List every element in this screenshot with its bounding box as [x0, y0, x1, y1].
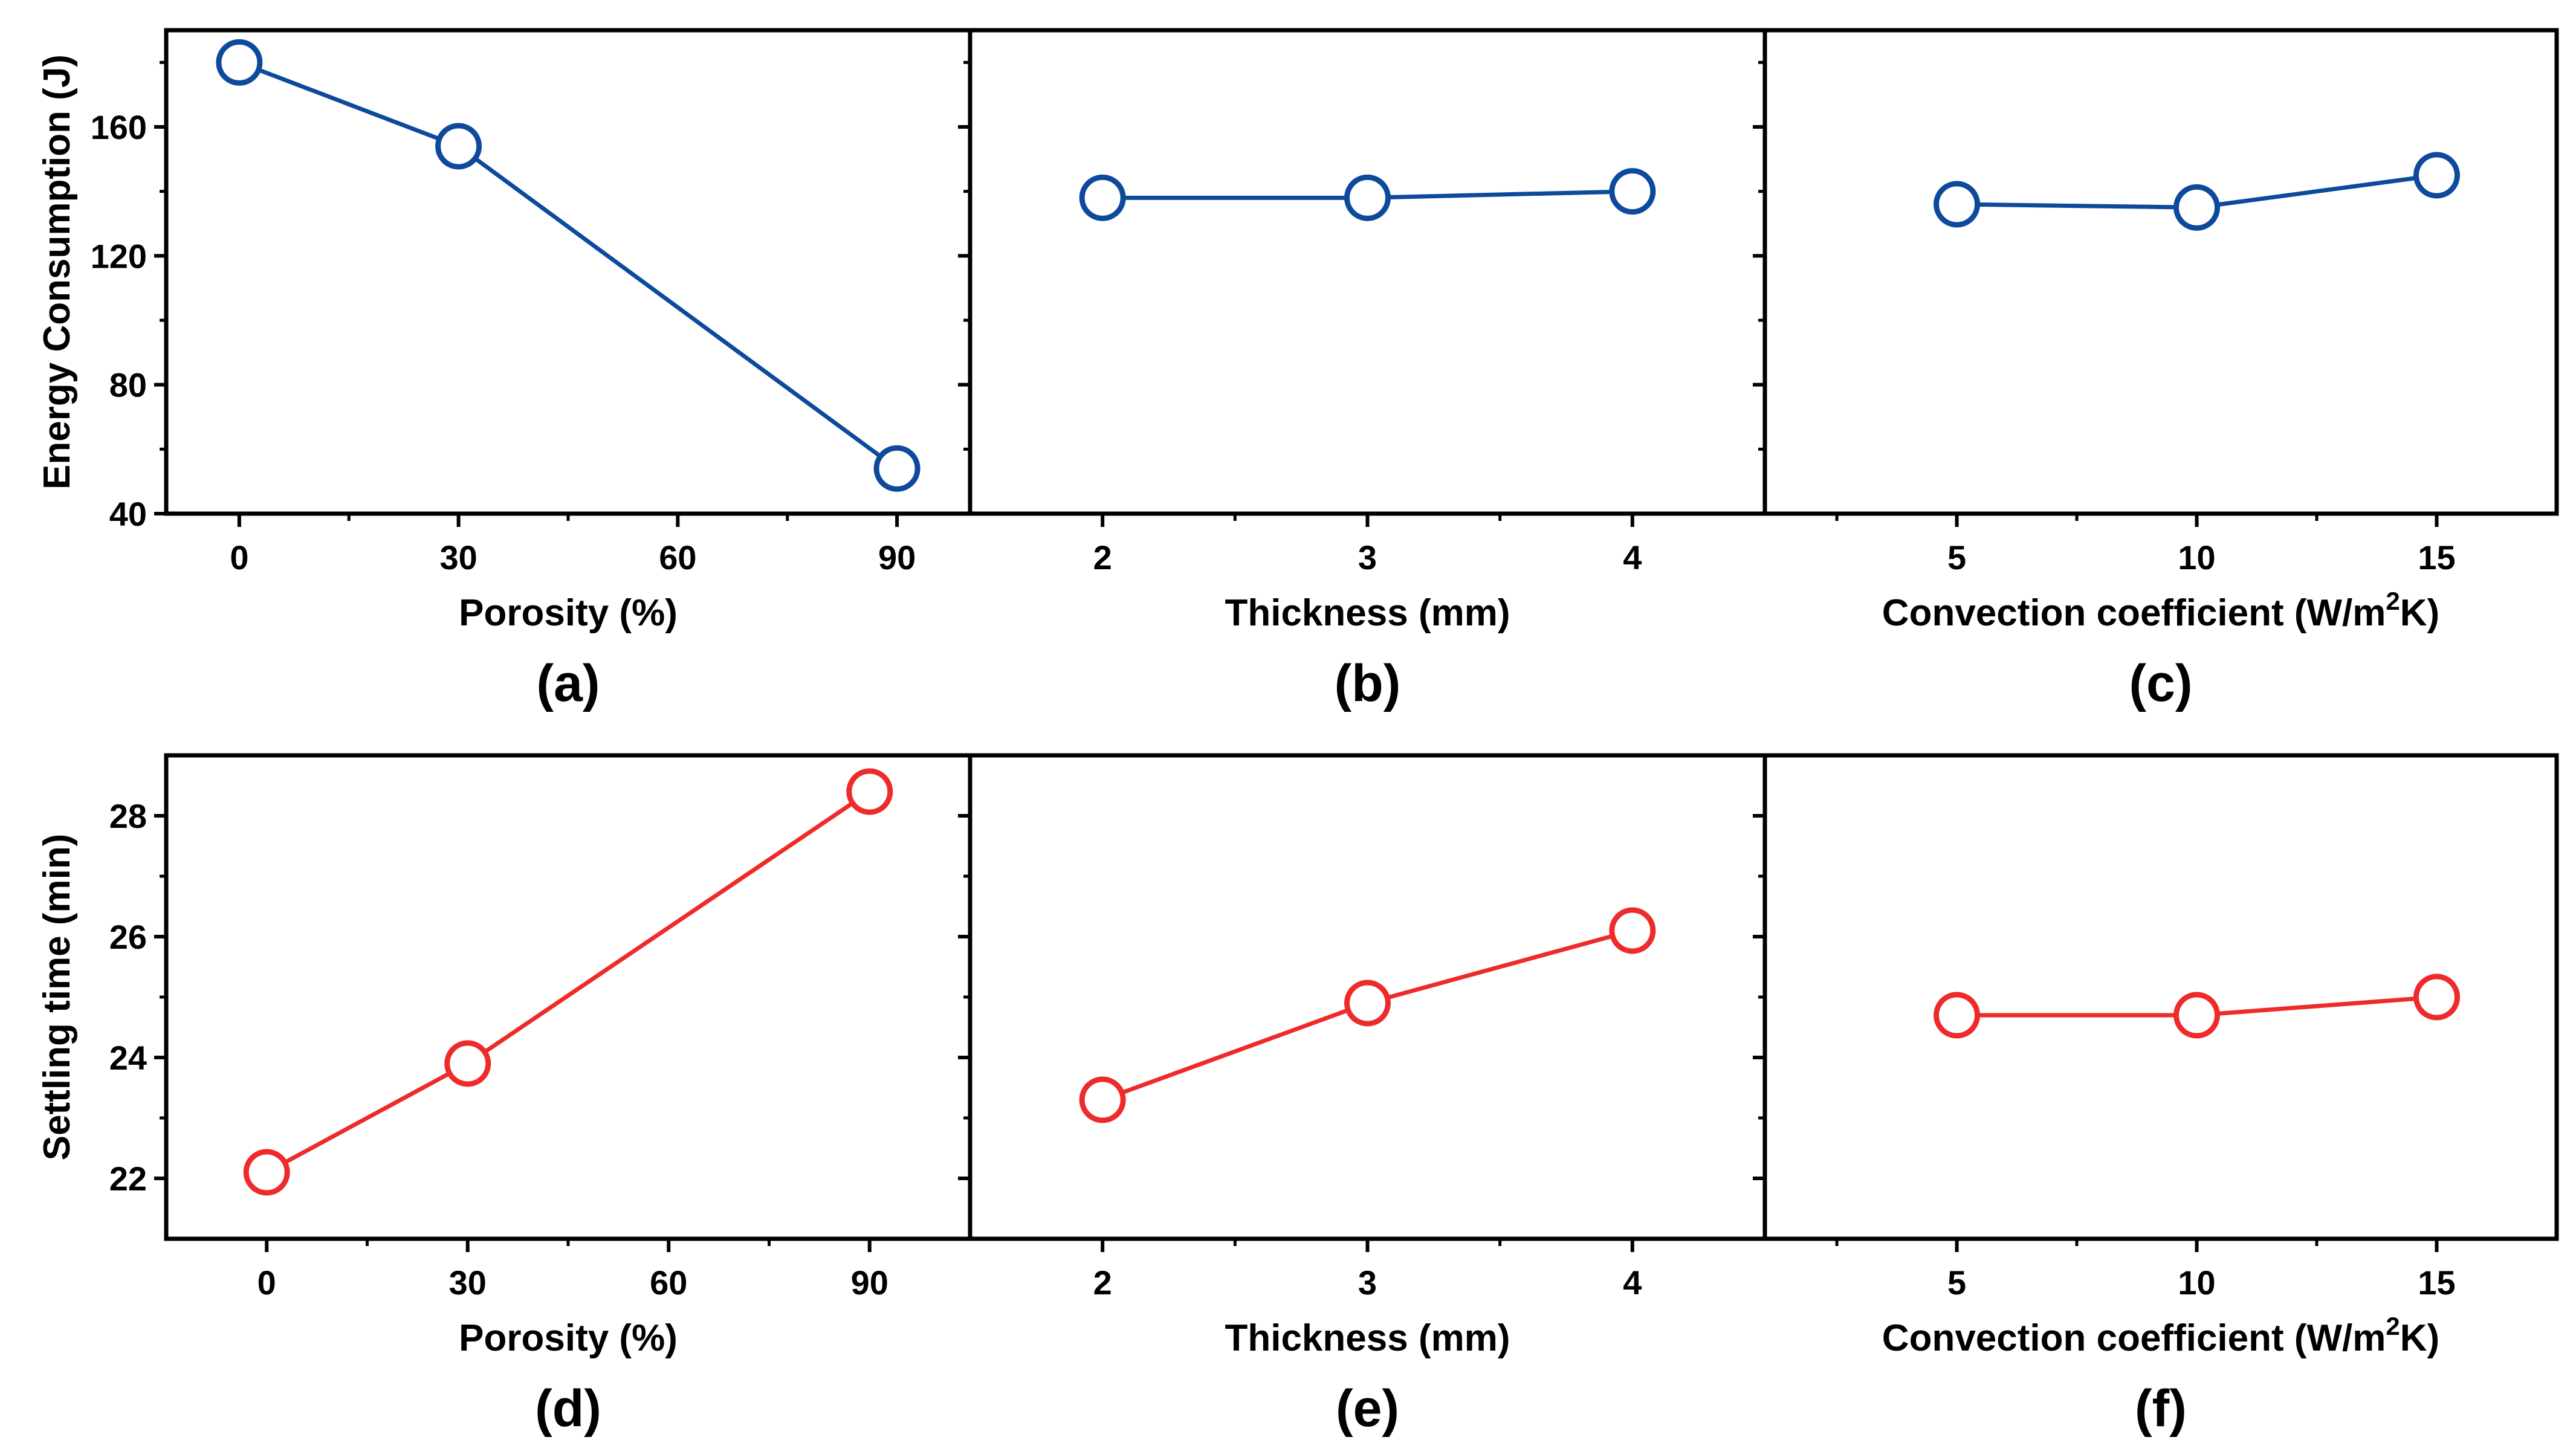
x-axis-label: Porosity (%) — [459, 1317, 678, 1359]
x-tick-label: 30 — [449, 1264, 487, 1302]
x-axis-label-text: Porosity (%) — [459, 592, 678, 634]
panel-label: (d) — [535, 1380, 601, 1438]
panel-f: 5 10 15 Convection coefficient (W/m2K) (f) — [1753, 753, 2559, 1438]
x-tick-label: 60 — [650, 1264, 687, 1302]
panel-label: (b) — [1335, 654, 1401, 712]
x-tick-label: 5 — [1947, 1264, 1966, 1302]
data-point — [1344, 174, 1391, 221]
data-point — [435, 123, 482, 170]
x-tick-label: 90 — [878, 538, 916, 576]
y-tick-label: 28 — [109, 797, 147, 835]
panel-label: (f) — [2135, 1380, 2187, 1438]
plot-frame — [968, 28, 1767, 516]
x-axis-label: Thickness (mm) — [1225, 1317, 1510, 1359]
data-point — [216, 39, 263, 86]
data-point — [846, 768, 893, 815]
x-tick-label: 60 — [659, 538, 696, 576]
data-point — [1079, 1076, 1126, 1123]
x-axis-label: Convection coefficient (W/m2K) — [1882, 1312, 2439, 1359]
x-tick-label: 0 — [257, 1264, 276, 1302]
series-line — [238, 60, 899, 471]
x-axis-label-text: Convection coefficient (W/m — [1882, 1317, 2386, 1359]
y-tick-label: 24 — [109, 1039, 147, 1077]
data-point — [1934, 992, 1981, 1039]
panel-label: (e) — [1336, 1380, 1399, 1438]
data-point — [2173, 184, 2221, 231]
y-tick-label: 120 — [91, 237, 147, 275]
x-axis-label: Convection coefficient (W/m2K) — [1882, 587, 2439, 634]
x-tick-label: 3 — [1358, 538, 1377, 576]
data-point — [243, 1149, 290, 1196]
panel-label: (c) — [2129, 654, 2192, 712]
panel-d: 0 30 60 90 22 24 26 28 Settling time (min) Porosi… — [36, 753, 972, 1438]
panel-a: 0 30 60 90 40 80 120 160 Energy Consumption (J) P… — [36, 28, 972, 712]
y-axis-label: Settling time (min) — [36, 834, 78, 1161]
panel-c: 5 10 15 Convection coefficient (W/m2K) (c) — [1753, 28, 2559, 712]
x-axis-label-text: Thickness (mm) — [1225, 592, 1510, 634]
x-axis-label-text: Convection coefficient (W/m — [1882, 592, 2386, 634]
data-point — [444, 1040, 491, 1087]
x-tick-label: 15 — [2418, 1264, 2455, 1302]
data-point — [1079, 174, 1126, 221]
data-point — [1609, 168, 1656, 215]
data-point — [873, 445, 921, 492]
x-tick-label: 15 — [2418, 538, 2455, 576]
x-axis-label-superscript: 2 — [2386, 1312, 2400, 1340]
panel-label: (a) — [536, 654, 600, 712]
x-tick-label: 2 — [1093, 1264, 1112, 1302]
y-tick-label: 40 — [109, 495, 147, 533]
x-tick-label: 4 — [1623, 538, 1642, 576]
data-point — [1934, 181, 1981, 228]
plot-frame — [1762, 28, 2559, 516]
x-tick-label: 3 — [1358, 1264, 1377, 1302]
x-tick-label: 2 — [1093, 538, 1112, 576]
y-tick-label: 26 — [109, 918, 147, 956]
x-axis-label: Thickness (mm) — [1225, 592, 1510, 634]
data-point — [2413, 152, 2461, 199]
data-point — [1609, 907, 1656, 954]
x-axis-label-end: K) — [2400, 592, 2439, 634]
data-point — [2173, 992, 2221, 1039]
x-tick-label: 90 — [851, 1264, 888, 1302]
y-tick-label: 22 — [109, 1160, 147, 1198]
data-point — [2413, 973, 2461, 1021]
x-tick-label: 10 — [2178, 538, 2215, 576]
x-tick-label: 4 — [1623, 1264, 1642, 1302]
series-line — [265, 790, 871, 1175]
x-tick-label: 30 — [439, 538, 477, 576]
x-axis-label-text: Thickness (mm) — [1225, 1317, 1510, 1359]
x-tick-label: 0 — [230, 538, 248, 576]
x-axis-label: Porosity (%) — [459, 592, 678, 634]
y-tick-label: 160 — [91, 108, 147, 146]
x-tick-label: 5 — [1947, 538, 1966, 576]
x-axis-label-superscript: 2 — [2386, 587, 2400, 615]
y-axis-label: Energy Consumption (J) — [36, 54, 78, 489]
panel-b: 2 3 4 Thickness (mm) (b) — [958, 28, 1767, 712]
x-axis-label-end: K) — [2400, 1317, 2439, 1359]
plot-frame — [164, 28, 972, 516]
y-tick-label: 80 — [109, 366, 147, 404]
data-point — [1344, 980, 1391, 1027]
panel-e: 2 3 4 Thickness (mm) (e) — [958, 753, 1767, 1438]
x-axis-label-text: Porosity (%) — [459, 1317, 678, 1359]
x-tick-label: 10 — [2178, 1264, 2215, 1302]
